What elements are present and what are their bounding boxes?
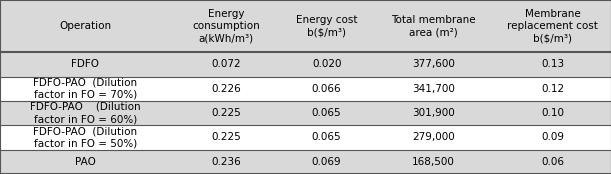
Text: 341,700: 341,700 xyxy=(412,84,455,94)
Text: 0.06: 0.06 xyxy=(541,157,564,167)
Text: Operation: Operation xyxy=(59,21,112,31)
Text: 0.066: 0.066 xyxy=(312,84,342,94)
Text: Energy cost
b($/m³): Energy cost b($/m³) xyxy=(296,15,357,37)
Text: FDFO-PAO  (Dilution
factor in FO = 50%): FDFO-PAO (Dilution factor in FO = 50%) xyxy=(34,126,137,149)
Bar xyxy=(0,150,610,174)
Text: 0.072: 0.072 xyxy=(211,59,241,69)
Text: Total membrane
area (m²): Total membrane area (m²) xyxy=(391,15,476,37)
Text: 0.225: 0.225 xyxy=(211,132,241,143)
Bar xyxy=(0,101,610,125)
Text: FDFO-PAO  (Dilution
factor in FO = 70%): FDFO-PAO (Dilution factor in FO = 70%) xyxy=(34,78,137,100)
Text: FDFO: FDFO xyxy=(71,59,100,69)
Text: 0.020: 0.020 xyxy=(312,59,342,69)
Bar xyxy=(0,77,610,101)
Bar xyxy=(0,52,610,77)
Text: 0.065: 0.065 xyxy=(312,108,342,118)
Text: 279,000: 279,000 xyxy=(412,132,455,143)
Text: Membrane
replacement cost
b($/m³): Membrane replacement cost b($/m³) xyxy=(507,9,598,44)
Bar xyxy=(0,125,610,150)
Text: 0.065: 0.065 xyxy=(312,132,342,143)
Text: 0.12: 0.12 xyxy=(541,84,564,94)
Text: 301,900: 301,900 xyxy=(412,108,455,118)
Text: 0.13: 0.13 xyxy=(541,59,564,69)
Text: 0.226: 0.226 xyxy=(211,84,241,94)
Bar xyxy=(0,0,610,52)
Text: 0.069: 0.069 xyxy=(312,157,342,167)
Text: 0.10: 0.10 xyxy=(541,108,564,118)
Text: 0.09: 0.09 xyxy=(541,132,564,143)
Text: 0.225: 0.225 xyxy=(211,108,241,118)
Text: 168,500: 168,500 xyxy=(412,157,455,167)
Text: Energy
consumption
a(kWh/m³): Energy consumption a(kWh/m³) xyxy=(192,9,260,44)
Text: 0.236: 0.236 xyxy=(211,157,241,167)
Text: 377,600: 377,600 xyxy=(412,59,455,69)
Text: FDFO-PAO    (Dilution
factor in FO = 60%): FDFO-PAO (Dilution factor in FO = 60%) xyxy=(30,102,141,124)
Text: PAO: PAO xyxy=(75,157,96,167)
